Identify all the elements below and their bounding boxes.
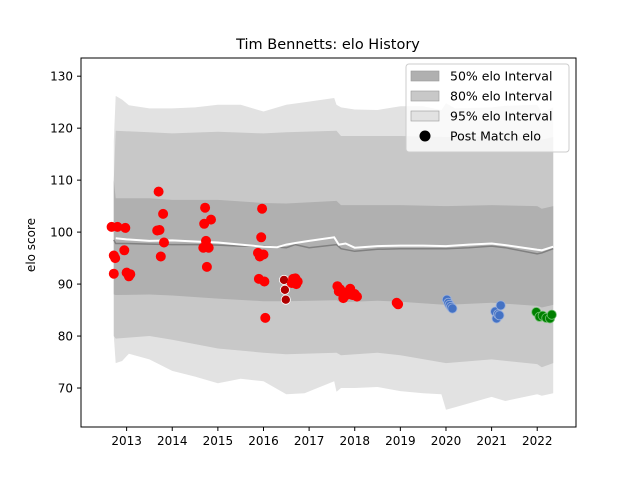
- post-match-elo-point: [257, 203, 268, 214]
- post-match-elo-point: [205, 214, 216, 225]
- post-match-elo-point: [154, 224, 165, 235]
- post-match-elo-point: [256, 232, 267, 243]
- x-tick-label: 2020: [431, 434, 462, 448]
- post-match-elo-point: [279, 284, 290, 295]
- plot-frame: [80, 57, 577, 428]
- y-axis-label: elo score: [24, 218, 38, 272]
- post-match-elo-point: [494, 310, 505, 321]
- y-tick-label: 100: [50, 226, 73, 240]
- x-tick-label: 2016: [248, 434, 279, 448]
- legend: 50% elo Interval 80% elo Interval 95% elo …: [405, 63, 570, 153]
- post-match-elo-point: [258, 249, 269, 260]
- x-tick-label: 2022: [522, 434, 553, 448]
- post-match-elo-point: [108, 268, 119, 279]
- legend-swatch: [410, 110, 440, 122]
- y-tick-label: 80: [58, 330, 73, 344]
- x-tick-label: 2015: [203, 434, 234, 448]
- post-match-elo-point: [120, 222, 131, 233]
- y-tick-label: 120: [50, 122, 73, 136]
- post-match-elo-point: [546, 309, 557, 320]
- post-match-elo-point: [158, 237, 169, 248]
- x-tick-label: 2021: [476, 434, 507, 448]
- post-match-elo-point: [200, 202, 211, 213]
- post-match-elo-point: [158, 208, 169, 219]
- plot-area: [106, 95, 557, 410]
- post-match-elo-point: [153, 186, 164, 197]
- post-match-elo-point: [447, 303, 458, 314]
- x-tick-label: 2018: [339, 434, 370, 448]
- chart-title: Tim Bennetts: elo History: [235, 37, 420, 53]
- post-match-elo-point: [119, 245, 130, 256]
- x-tick-label: 2014: [157, 434, 188, 448]
- post-match-elo-point: [201, 261, 212, 272]
- mean-elo-line: [113, 239, 554, 255]
- post-match-elo-point: [155, 251, 166, 262]
- x-tick-label: 2013: [111, 434, 142, 448]
- x-tick-label: 2017: [294, 434, 325, 448]
- legend-swatch: [410, 70, 440, 82]
- post-match-elo-point: [125, 269, 136, 280]
- legend-box: [405, 63, 570, 153]
- legend-marker: [419, 130, 431, 142]
- y-tick-label: 110: [50, 174, 73, 188]
- axes: 2013 2014 2015 2016 2017 2018 2019 2020 2021 2022…: [50, 70, 552, 448]
- post-match-elo-point: [259, 276, 270, 287]
- y-tick-label: 70: [58, 382, 73, 396]
- x-tick-label: 2019: [385, 434, 416, 448]
- post-match-elo-point: [351, 291, 362, 302]
- post-match-elo-point: [110, 253, 121, 264]
- legend-label: Post Match elo: [450, 129, 541, 144]
- post-match-elo-point: [495, 300, 506, 311]
- post-match-elo-point: [280, 294, 291, 305]
- legend-label: 80% elo Interval: [450, 89, 552, 104]
- legend-label: 95% elo Interval: [450, 109, 552, 124]
- legend-label: 50% elo Interval: [450, 69, 552, 84]
- post-match-elo-point: [292, 276, 303, 287]
- band-2: [113, 180, 554, 308]
- legend-swatch: [410, 90, 440, 102]
- y-tick-label: 90: [58, 278, 73, 292]
- post-match-elo-point: [260, 312, 271, 323]
- post-match-elo-point: [203, 242, 214, 253]
- median-elo-line: [115, 236, 554, 252]
- y-tick-label: 130: [50, 70, 73, 84]
- post-match-elo-point: [393, 299, 404, 310]
